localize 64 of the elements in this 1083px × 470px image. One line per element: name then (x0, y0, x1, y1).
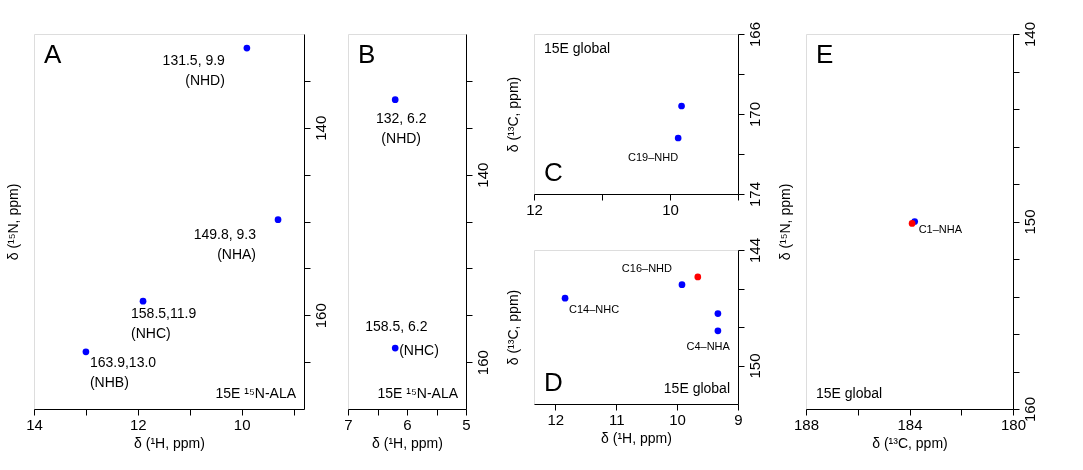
y-tick-label: 150 (1020, 209, 1038, 235)
point (274, 216, 282, 223)
x-tick-label: 5 (462, 415, 471, 433)
annotation: 149.8, 9.3 (NHA) (193, 225, 257, 262)
y-tick-label: 150 (745, 353, 763, 379)
point (714, 327, 722, 335)
annotation: (NHC) (399, 342, 439, 359)
annotation: C14–NHC (569, 303, 620, 316)
x-tick-label: 6 (403, 415, 412, 433)
x-tick-label: 10 (662, 200, 679, 218)
annotation: C (544, 157, 563, 187)
y-axis-title: δ (¹³C, ppm) (504, 289, 521, 366)
x-tick-label: 188 (793, 415, 820, 433)
x-tick-label: 10 (233, 415, 251, 433)
point (694, 273, 702, 281)
x-tick-label: 7 (344, 415, 353, 433)
x-axis-title: δ (¹³C, ppm) (872, 434, 948, 451)
x-tick-label: 12 (526, 200, 543, 218)
annotation: 15E global (663, 380, 730, 396)
x-tick-label: 12 (130, 415, 147, 433)
annotation: C1–NHA (918, 222, 963, 235)
point (139, 297, 147, 305)
point (714, 310, 722, 317)
annotation: C4–NHA (686, 339, 731, 352)
annotation: D (544, 367, 563, 397)
annotation: C16–NHD (621, 261, 673, 274)
x-axis-title: δ (¹H, ppm) (601, 429, 672, 446)
x-tick-label: 12 (547, 410, 565, 428)
x-tick-label: 14 (26, 415, 43, 433)
annotation: 15E ¹⁵N-ALA (215, 385, 297, 401)
x-tick-label: 10 (669, 410, 686, 428)
annotation: A (44, 39, 62, 69)
annotation: B (358, 39, 376, 69)
point (561, 294, 569, 302)
annotation: 15E ¹⁵N-ALA (377, 385, 459, 401)
annotation: E (816, 39, 834, 69)
x-axis-title: δ (¹H, ppm) (372, 434, 443, 451)
annotation: 158.5,11.9 (NHC) (131, 305, 197, 342)
y-tick-label: 160 (473, 350, 491, 376)
point (82, 348, 90, 356)
point (678, 281, 686, 288)
annotation: 132, 6.2 (NHD) (375, 109, 427, 146)
annotation: 158.5, 6.2 (365, 318, 428, 335)
y-axis-title: δ (¹³C, ppm) (504, 76, 521, 153)
y-axis-title: δ (¹⁵N, ppm) (776, 183, 793, 261)
y-tick-label: 140 (473, 162, 491, 188)
annotation: 15E global (816, 385, 883, 401)
x-tick-label: 184 (897, 415, 923, 433)
y-tick-label: 140 (311, 115, 329, 141)
y-tick-label: 170 (745, 101, 763, 128)
annotation: 163.9,13.0 (NHB) (89, 353, 157, 390)
y-tick-label: 160 (311, 303, 329, 329)
y-axis-title: δ (¹⁵N, ppm) (4, 183, 21, 261)
annotation: C19–NHD (628, 151, 679, 163)
y-tick-label: 140 (1020, 21, 1038, 48)
x-tick-label: 11 (608, 410, 625, 428)
y-tick-label: 166 (745, 21, 763, 48)
x-axis-title: δ (¹H, ppm) (134, 434, 205, 451)
annotation: 131.5, 9.9 (NHD) (162, 52, 226, 89)
x-tick-label: 9 (734, 410, 743, 428)
y-tick-label: 174 (745, 181, 763, 208)
point (243, 44, 251, 52)
y-tick-label: 144 (745, 237, 763, 264)
annotation: 15E global (544, 40, 611, 56)
